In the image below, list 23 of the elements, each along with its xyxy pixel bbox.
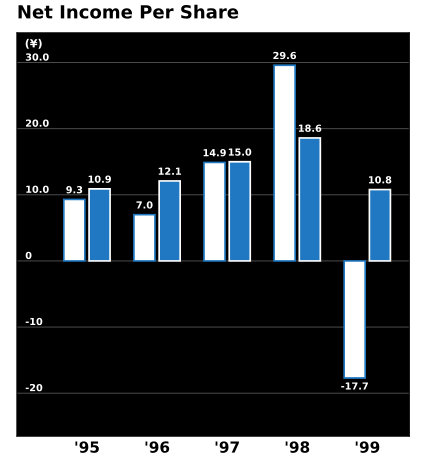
data-label: 14.9 <box>204 149 226 156</box>
x-tick-label: '96 <box>146 441 170 453</box>
x-tick-label: '97 <box>216 441 239 453</box>
chart-title: Net Income Per Share <box>18 4 238 19</box>
y-tick-label: 30.0 <box>26 53 49 61</box>
y-axis-title: (¥) <box>26 38 42 49</box>
y-tick-label: -10 <box>26 318 42 326</box>
data-label: 18.6 <box>298 124 322 132</box>
x-tick-label: '95 <box>75 441 99 453</box>
y-tick-label: 10.0 <box>26 186 49 193</box>
x-tick-label: '98 <box>286 441 310 453</box>
data-label: 10.8 <box>369 176 392 184</box>
data-label: 9.3 <box>66 186 82 194</box>
data-label: -17.7 <box>341 382 368 390</box>
data-label: 10.9 <box>88 175 111 183</box>
y-tick-label: -20 <box>26 384 42 392</box>
y-tick-label: 0 <box>26 252 32 260</box>
data-label: 15.0 <box>228 148 252 156</box>
y-tick-label: 20.0 <box>26 119 49 127</box>
data-label: 29.6 <box>273 52 296 60</box>
data-label: 12.1 <box>158 168 181 175</box>
data-label: 7.0 <box>136 201 153 209</box>
x-tick-label: '99 <box>356 441 380 453</box>
